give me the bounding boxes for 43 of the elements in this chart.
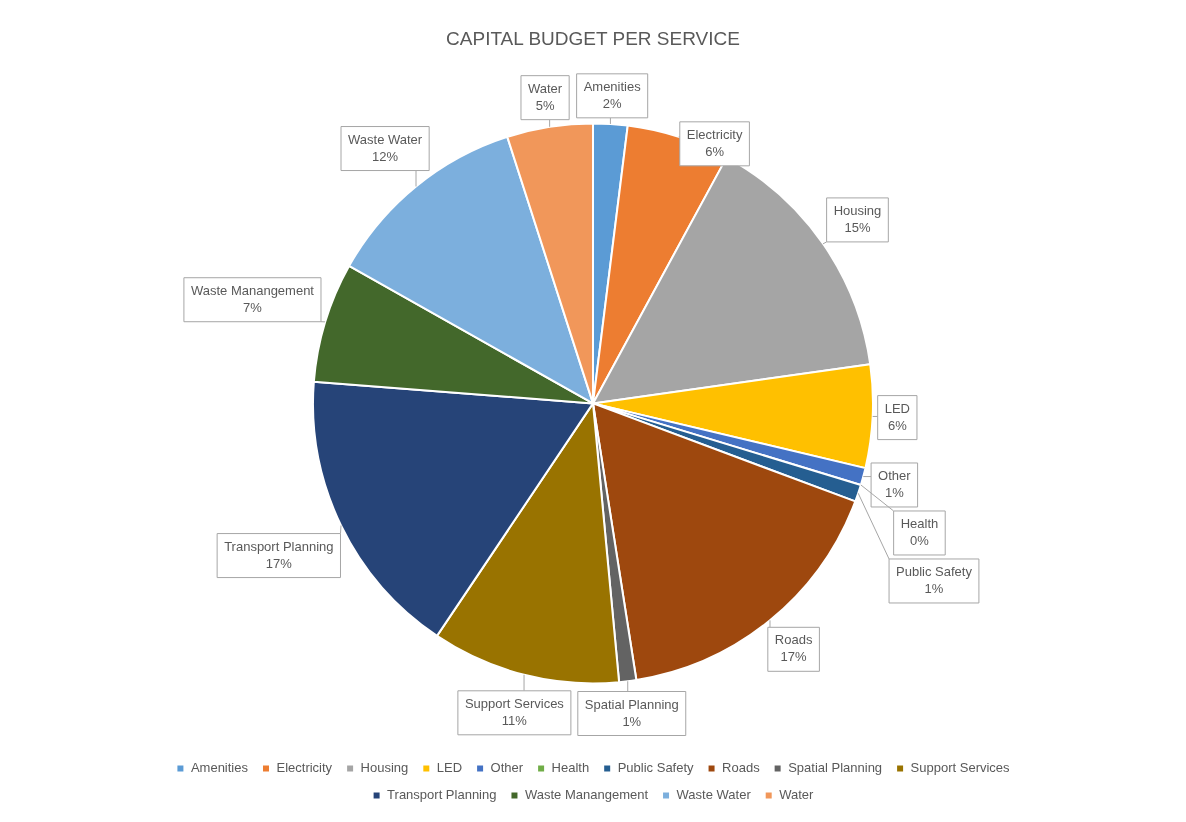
data-label: 6% (887, 417, 908, 433)
legend-label: Waste Manangement (524, 787, 649, 803)
data-label: 15% (844, 219, 871, 235)
legend-label: Waste Water (676, 787, 752, 803)
slice-label: Waste Water (348, 131, 423, 147)
data-label: 11% (501, 712, 528, 728)
slice-label: LED (884, 400, 910, 416)
data-label: 2% (602, 95, 622, 111)
legend-label: Spatial Planning (788, 760, 883, 776)
slice-label: Water (527, 80, 563, 96)
data-label: 6% (705, 143, 725, 159)
data-label: 1% (622, 713, 642, 729)
data-label: 5% (535, 97, 555, 113)
chart-title: CAPITAL BUDGET PER SERVICE (446, 27, 740, 49)
data-label: 17% (780, 649, 808, 665)
legend-label: LED (436, 760, 463, 776)
slice-label: Public Safety (896, 564, 973, 580)
data-label: 1% (924, 581, 944, 597)
legend-label: Housing (360, 760, 409, 776)
legend-label: Support Services (910, 760, 1011, 776)
data-label: 7% (243, 299, 263, 315)
legend-label: Other (490, 760, 524, 776)
text: 0% (910, 533, 929, 549)
slice-label: Housing (833, 202, 882, 218)
slice-label: Spatial Planning (584, 696, 679, 712)
slice-label: Amenities (583, 78, 642, 94)
slice-label: Electricity (686, 126, 743, 142)
category-label: Health (900, 516, 939, 532)
data-label: 12% (372, 148, 399, 164)
data-label: 1% (884, 485, 905, 501)
legend-label: Water (779, 787, 815, 803)
slice-label: Transport Planning (224, 538, 334, 554)
slice-label: Roads (774, 632, 813, 648)
legend-label: Public Safety (617, 760, 695, 776)
legend-label: Health (551, 760, 590, 776)
slice-label: Support Services (464, 695, 565, 711)
slice-label: Other (878, 468, 912, 484)
legend-label: Amenities (190, 760, 249, 776)
legend-label: Electricity (276, 760, 333, 776)
legend-label: Transport Planning (387, 787, 497, 803)
legend-label: Roads (722, 760, 761, 776)
data-label: 17% (265, 555, 293, 571)
slice-label: Waste Manangement (190, 282, 315, 298)
